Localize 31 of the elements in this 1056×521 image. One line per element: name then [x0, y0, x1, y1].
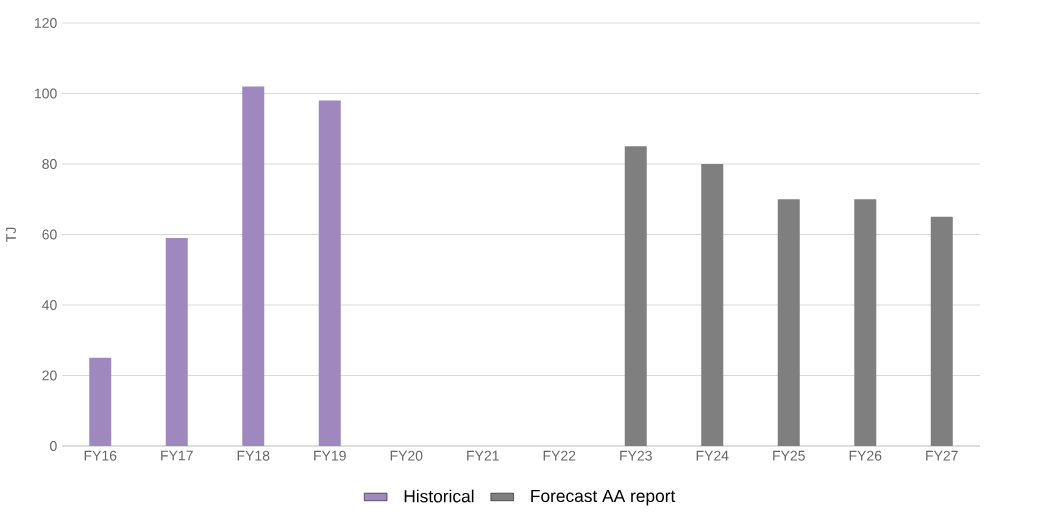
x-tick-label: FY22 — [543, 450, 576, 461]
bar — [165, 238, 188, 446]
y-tick-label: 120 — [35, 18, 57, 28]
bar — [701, 164, 724, 446]
bar — [777, 199, 800, 446]
y-tick-label: 20 — [42, 370, 57, 381]
x-tick-label: FY16 — [84, 450, 117, 461]
x-tick-label: FY27 — [926, 450, 958, 461]
y-tick-label: 40 — [42, 300, 57, 310]
y-tick-label: 60 — [42, 229, 57, 240]
x-tick-label: FY23 — [620, 450, 652, 461]
x-tick-label: FY18 — [237, 450, 270, 461]
x-tick-label: FY19 — [314, 450, 346, 461]
x-tick-label: FY24 — [696, 450, 729, 461]
legend-label: Historical — [404, 489, 474, 503]
bar — [624, 146, 647, 446]
y-axis-title: TJ — [6, 227, 16, 242]
x-tick-label: FY21 — [467, 450, 499, 461]
bar — [318, 100, 341, 446]
y-tick-label: 0 — [50, 441, 57, 451]
x-tick-label: FY20 — [390, 450, 423, 461]
legend-label: Forecast AA report — [531, 489, 676, 506]
x-tick-label: FY25 — [773, 450, 805, 461]
y-tick-label: 80 — [42, 159, 57, 169]
bar — [89, 357, 112, 446]
bar — [242, 86, 265, 446]
y-tick-label: 100 — [35, 88, 57, 99]
bar — [930, 216, 953, 446]
bar — [854, 199, 877, 446]
x-tick-label: FY26 — [849, 450, 882, 461]
x-tick-label: FY17 — [161, 450, 193, 461]
